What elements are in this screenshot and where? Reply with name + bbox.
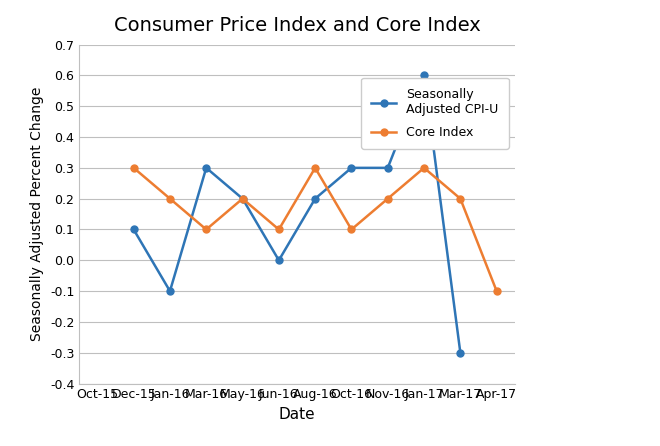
Core Index <box>384 196 392 201</box>
Line: Seasonally
Adjusted CPI-U: Seasonally Adjusted CPI-U <box>130 72 464 356</box>
Core Index <box>493 289 501 294</box>
Core Index <box>312 165 319 170</box>
Title: Consumer Price Index and Core Index: Consumer Price Index and Core Index <box>114 16 480 35</box>
Line: Core Index: Core Index <box>130 165 500 295</box>
Legend: Seasonally
Adjusted CPI-U, Core Index: Seasonally Adjusted CPI-U, Core Index <box>361 78 509 149</box>
Core Index <box>420 165 428 170</box>
Core Index <box>275 227 283 232</box>
Seasonally
Adjusted CPI-U <box>239 196 247 201</box>
Seasonally
Adjusted CPI-U <box>420 73 428 78</box>
Seasonally
Adjusted CPI-U <box>202 165 210 170</box>
Core Index <box>239 196 247 201</box>
X-axis label: Date: Date <box>279 407 315 422</box>
Core Index <box>202 227 210 232</box>
Seasonally
Adjusted CPI-U <box>457 350 465 355</box>
Core Index <box>166 196 174 201</box>
Core Index <box>348 227 356 232</box>
Core Index <box>457 196 465 201</box>
Seasonally
Adjusted CPI-U <box>129 227 138 232</box>
Y-axis label: Seasonally Adjusted Percent Change: Seasonally Adjusted Percent Change <box>30 87 44 341</box>
Seasonally
Adjusted CPI-U <box>275 258 283 263</box>
Seasonally
Adjusted CPI-U <box>312 196 319 201</box>
Seasonally
Adjusted CPI-U <box>166 289 174 294</box>
Seasonally
Adjusted CPI-U <box>348 165 356 170</box>
Core Index <box>129 165 138 170</box>
Seasonally
Adjusted CPI-U <box>384 165 392 170</box>
